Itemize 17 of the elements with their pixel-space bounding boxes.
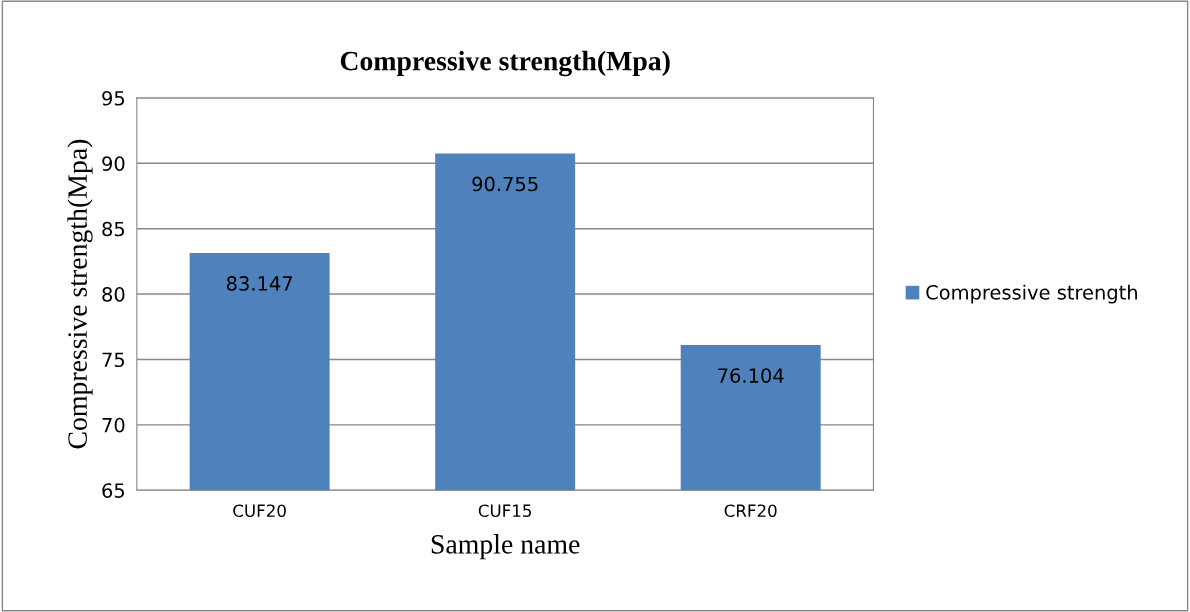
data-label: 83.147 <box>226 276 292 291</box>
x-axis-title: Sample name <box>431 534 580 560</box>
data-label: 76.104 <box>718 368 784 383</box>
y-tick-label: 95 <box>102 90 125 106</box>
y-tick-label: 65 <box>102 483 125 498</box>
y-axis-title: Compressive strength(Mpa) <box>67 139 93 449</box>
x-tick-label: CUF15 <box>478 504 532 517</box>
y-tick-label: 70 <box>102 417 125 433</box>
y-tick-label: 85 <box>102 221 125 237</box>
data-label: 90.755 <box>472 176 538 192</box>
legend-label: Compressive strength <box>926 284 1137 304</box>
chart-title: Compressive strength(Mpa) <box>340 50 670 77</box>
y-tick-label: 75 <box>102 352 125 368</box>
x-tick-label: CRF20 <box>724 504 777 517</box>
x-tick-label: CUF20 <box>233 504 286 517</box>
y-tick-label: 80 <box>102 287 125 302</box>
y-tick-label: 90 <box>102 156 125 171</box>
